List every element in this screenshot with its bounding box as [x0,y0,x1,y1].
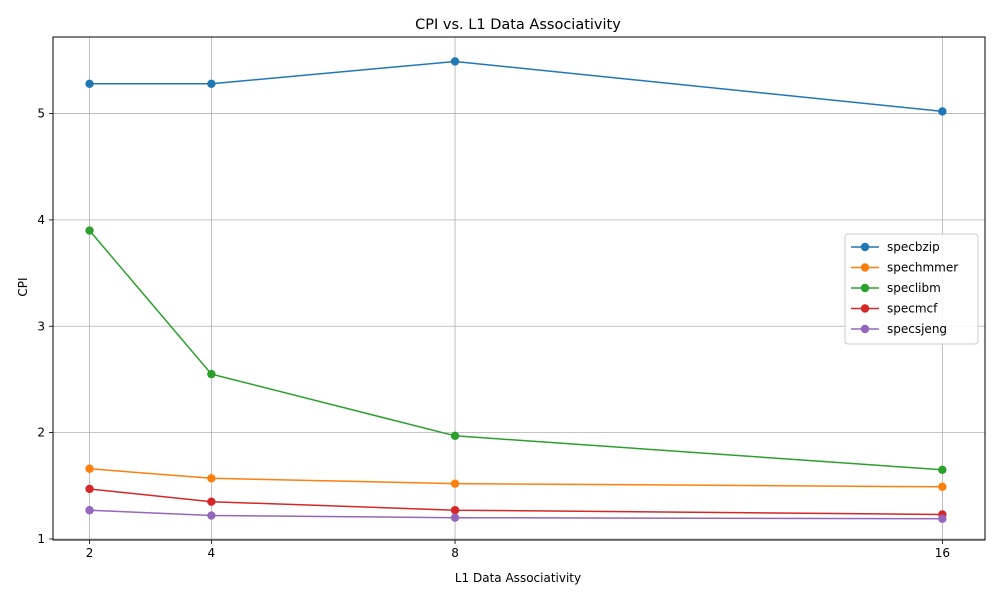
data-point-speclibm [938,465,947,475]
legend-marker-specbzip [860,242,870,252]
x-tick-label: 4 [208,546,216,560]
series-specsjeng [85,506,947,523]
chart-title: CPI vs. L1 Data Associativity [415,17,621,33]
x-axis-label: L1 Data Associativity [455,571,581,585]
data-point-specbzip [450,57,460,66]
ticks: 2 4 8 16 1 2 3 4 5 [37,107,950,560]
series-line-specmcf [89,488,943,516]
data-point-specmcf [450,506,460,515]
legend-marker-specmcf [860,304,870,313]
y-tick-label: 2 [37,426,45,440]
y-axis-label: CPI [16,277,30,296]
x-tick-label: 8 [451,546,459,560]
x-tick-label: 2 [86,546,94,560]
series-specmcf [85,484,947,519]
legend-marker-speclibm [860,283,870,293]
series-speclibm [85,226,947,475]
data-point-speclibm [85,226,94,235]
data-point-specbzip [207,79,216,88]
legend-label-spechmmer: spechmmer [887,261,958,275]
data-point-specsjeng [85,506,94,515]
series-group [85,57,947,523]
data-point-spechmmer [207,474,216,483]
data-point-spechmmer [938,482,947,492]
legend: specbzip spechmmer speclibm specmcf specsjen… [844,233,979,345]
data-point-specmcf [207,497,216,506]
legend-label-speclibm: speclibm [887,281,941,295]
x-tick-label: 16 [935,546,950,560]
y-tick-label: 1 [37,532,45,546]
series-spechmmer [85,464,947,492]
series-line-specsjeng [89,509,943,520]
data-point-specbzip [85,79,94,88]
legend-box [844,233,979,345]
plot-frame [52,36,986,541]
series-line-specbzip [89,60,943,113]
legend-label-specbzip: specbzip [887,240,940,254]
data-point-specsjeng [207,511,216,520]
data-point-spechmmer [450,479,460,488]
grid [53,37,985,540]
y-tick-label: 3 [37,319,45,333]
legend-label-specsjeng: specsjeng [887,322,947,336]
data-point-specmcf [85,484,94,494]
legend-marker-specsjeng [860,324,870,334]
data-point-specsjeng [450,513,460,522]
y-tick-label: 5 [37,107,45,121]
data-point-speclibm [450,431,460,440]
data-point-speclibm [207,369,216,379]
data-point-specbzip [938,107,947,116]
y-tick-label: 4 [37,213,45,227]
legend-marker-spechmmer [860,263,870,272]
data-point-spechmmer [85,464,94,473]
legend-label-specmcf: specmcf [887,302,938,316]
series-line-speclibm [88,230,943,471]
series-specbzip [85,57,947,116]
series-line-spechmmer [89,468,943,488]
data-point-specsjeng [938,514,947,523]
